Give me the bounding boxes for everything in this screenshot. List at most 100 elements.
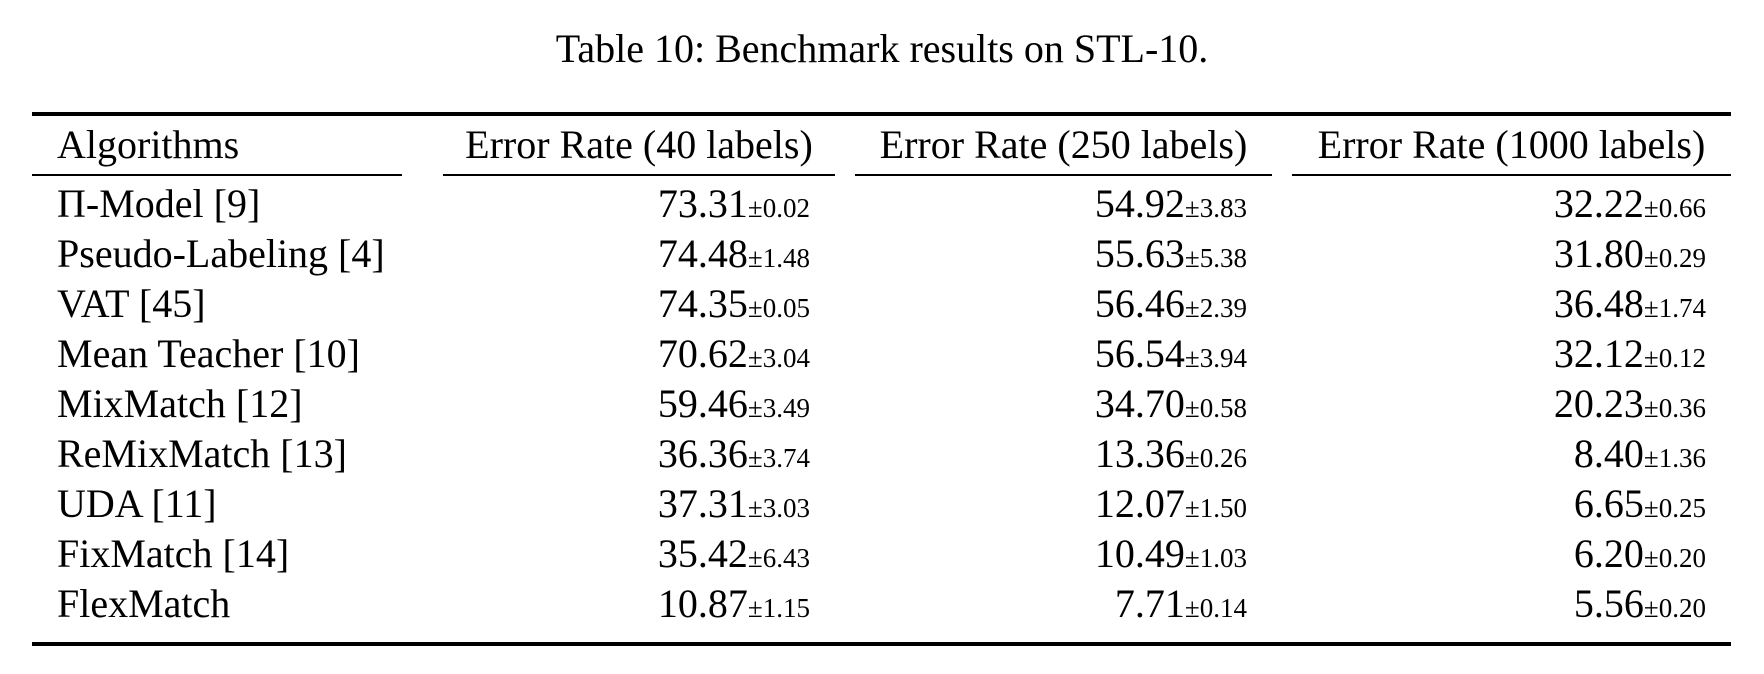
error-rate-40-cell: 59.46±3.49 [443, 381, 835, 431]
plus-minus-sign: ± [747, 543, 763, 573]
error-rate-std: 0.05 [762, 293, 810, 323]
error-rate-mean: 54.92 [1094, 181, 1185, 226]
error-rate-std: 0.20 [1658, 543, 1706, 573]
algorithm-name: Pseudo-Labeling [4] [57, 231, 385, 276]
error-rate-mean: 74.35 [657, 281, 748, 326]
plus-minus-sign: ± [1184, 293, 1200, 323]
error-rate-250-cell: 34.70±0.58 [855, 381, 1272, 431]
error-rate-std: 3.03 [762, 493, 810, 523]
error-rate-1000-cell: 6.65±0.25 [1292, 481, 1731, 531]
error-rate-40-cell: 70.62±3.04 [443, 331, 835, 381]
error-rate-std: 3.83 [1199, 193, 1247, 223]
error-rate-250-cell: 12.07±1.50 [855, 481, 1272, 531]
error-rate-40-cell: 37.31±3.03 [443, 481, 835, 531]
error-rate-40-cell: 35.42±6.43 [443, 531, 835, 581]
error-rate-std: 1.74 [1658, 293, 1706, 323]
top-rule [32, 112, 1731, 116]
error-rate-1000-cell: 36.48±1.74 [1292, 281, 1731, 331]
error-rate-mean: 70.62 [657, 331, 748, 376]
error-rate-mean: 8.40 [1573, 431, 1644, 476]
error-rate-std: 3.04 [762, 343, 810, 373]
error-rate-mean: 32.22 [1553, 181, 1644, 226]
error-rate-std: 1.50 [1199, 493, 1247, 523]
plus-minus-sign: ± [1643, 343, 1659, 373]
table-row: Mean Teacher [10] 70.62±3.04 56.54±3.94 … [32, 331, 1731, 381]
error-rate-mean: 6.65 [1573, 481, 1644, 526]
table-row: Pseudo-Labeling [4] 74.48±1.48 55.63±5.3… [32, 231, 1731, 281]
plus-minus-sign: ± [1184, 593, 1200, 623]
error-rate-1000-cell: 8.40±1.36 [1292, 431, 1731, 481]
error-rate-40-cell: 74.35±0.05 [443, 281, 835, 331]
error-rate-std: 0.12 [1658, 343, 1706, 373]
table-row: FlexMatch 10.87±1.15 7.71±0.14 5.56±0.20 [32, 581, 1731, 631]
table-caption: Table 10: Benchmark results on STL-10. [555, 26, 1209, 71]
error-rate-std: 0.14 [1199, 593, 1247, 623]
error-rate-mean: 34.70 [1094, 381, 1185, 426]
error-rate-mean: 37.31 [657, 481, 748, 526]
error-rate-std: 0.36 [1658, 393, 1706, 423]
error-rate-mean: 5.56 [1573, 581, 1644, 626]
plus-minus-sign: ± [747, 393, 763, 423]
plus-minus-sign: ± [1184, 193, 1200, 223]
error-rate-1000-cell: 32.12±0.12 [1292, 331, 1731, 381]
error-rate-std: 1.36 [1658, 443, 1706, 473]
plus-minus-sign: ± [1643, 393, 1659, 423]
error-rate-1000-cell: 20.23±0.36 [1292, 381, 1731, 431]
error-rate-mean: 36.36 [657, 431, 748, 476]
algorithm-name: Π-Model [9] [57, 181, 261, 226]
plus-minus-sign: ± [1643, 193, 1659, 223]
plus-minus-sign: ± [1643, 543, 1659, 573]
error-rate-mean: 7.71 [1114, 581, 1185, 626]
error-rate-1000-cell: 32.22±0.66 [1292, 181, 1731, 231]
plus-minus-sign: ± [1184, 243, 1200, 273]
error-rate-250-cell: 10.49±1.03 [855, 531, 1272, 581]
error-rate-mean: 20.23 [1553, 381, 1644, 426]
error-rate-std: 1.03 [1199, 543, 1247, 573]
error-rate-250-cell: 7.71±0.14 [855, 581, 1272, 631]
plus-minus-sign: ± [747, 343, 763, 373]
error-rate-std: 0.25 [1658, 493, 1706, 523]
error-rate-1000-cell: 5.56±0.20 [1292, 581, 1731, 631]
error-rate-40-cell: 74.48±1.48 [443, 231, 835, 281]
plus-minus-sign: ± [747, 193, 763, 223]
error-rate-1000-cell: 31.80±0.29 [1292, 231, 1731, 281]
column-header-error-rate-250: Error Rate (250 labels) [855, 116, 1272, 176]
error-rate-std: 2.39 [1199, 293, 1247, 323]
bottom-rule [32, 642, 1731, 646]
table-header-row: Algorithms Error Rate (40 labels) Error … [32, 116, 1731, 176]
algorithm-name: FixMatch [14] [57, 531, 290, 576]
error-rate-40-cell: 73.31±0.02 [443, 181, 835, 231]
error-rate-mean: 10.49 [1094, 531, 1185, 576]
error-rate-std: 5.38 [1199, 243, 1247, 273]
plus-minus-sign: ± [1184, 443, 1200, 473]
paper-page: Table 10: Benchmark results on STL-10. A… [0, 26, 1764, 646]
error-rate-mean: 13.36 [1094, 431, 1185, 476]
plus-minus-sign: ± [747, 493, 763, 523]
column-header-error-rate-1000: Error Rate (1000 labels) [1292, 116, 1731, 176]
plus-minus-sign: ± [747, 593, 763, 623]
table-body: Π-Model [9] 73.31±0.02 54.92±3.83 32.22±… [32, 176, 1731, 642]
plus-minus-sign: ± [1643, 593, 1659, 623]
algorithm-name: Mean Teacher [10] [57, 331, 360, 376]
error-rate-std: 0.66 [1658, 193, 1706, 223]
plus-minus-sign: ± [1184, 393, 1200, 423]
error-rate-250-cell: 56.54±3.94 [855, 331, 1272, 381]
error-rate-250-cell: 54.92±3.83 [855, 181, 1272, 231]
error-rate-std: 3.74 [762, 443, 810, 473]
table-row: MixMatch [12] 59.46±3.49 34.70±0.58 20.2… [32, 381, 1731, 431]
table-row: Π-Model [9] 73.31±0.02 54.92±3.83 32.22±… [32, 181, 1731, 231]
error-rate-40-cell: 10.87±1.15 [443, 581, 835, 631]
plus-minus-sign: ± [1184, 493, 1200, 523]
algorithm-name: FlexMatch [57, 581, 231, 626]
error-rate-std: 0.29 [1658, 243, 1706, 273]
plus-minus-sign: ± [1184, 543, 1200, 573]
error-rate-mean: 59.46 [657, 381, 748, 426]
plus-minus-sign: ± [747, 293, 763, 323]
error-rate-mean: 12.07 [1094, 481, 1185, 526]
error-rate-mean: 56.46 [1094, 281, 1185, 326]
table-row: FixMatch [14] 35.42±6.43 10.49±1.03 6.20… [32, 531, 1731, 581]
error-rate-mean: 35.42 [657, 531, 748, 576]
algorithm-name: UDA [11] [57, 481, 217, 526]
plus-minus-sign: ± [1643, 243, 1659, 273]
error-rate-mean: 56.54 [1094, 331, 1185, 376]
